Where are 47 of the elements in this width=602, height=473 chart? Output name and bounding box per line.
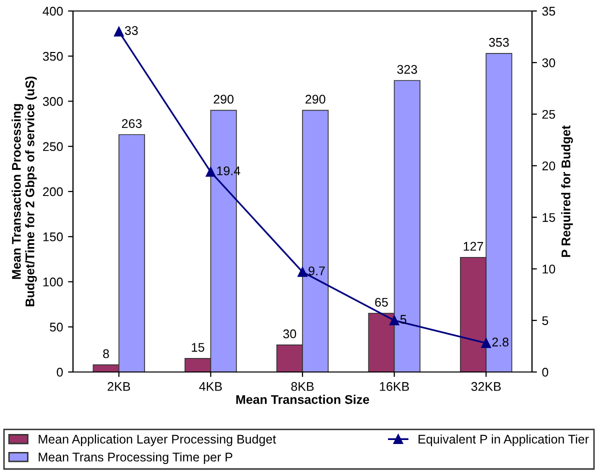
data-label: 8 (103, 349, 109, 358)
data-label: 323 (397, 65, 418, 74)
data-label: 127 (464, 242, 484, 251)
y2-tick-label: 15 (542, 213, 556, 222)
point (206, 167, 216, 177)
x-tick-label: 32KB (471, 382, 501, 391)
data-label: 353 (489, 38, 509, 47)
x-tick-label: 2KB (108, 382, 130, 391)
data-label: 5 (400, 315, 406, 324)
y2-tick-label: 20 (542, 162, 556, 170)
x-axis-title: Mean Transaction Size (236, 394, 370, 404)
y-tick-label: 0 (56, 368, 63, 377)
y-tick-label: 250 (43, 142, 63, 152)
y-tick-label: 100 (43, 278, 63, 286)
point (481, 338, 491, 348)
y-tick-label: 200 (43, 187, 63, 196)
x-tick-label: 8KB (291, 382, 314, 391)
y2-tick-label: 35 (542, 6, 556, 16)
legend-label: Mean Trans Processing Time per P (38, 452, 232, 464)
y-axis-title: Mean Transaction Processing Budget/Time for 2 Gbps of service (uS) (12, 76, 37, 306)
legend-label: Equivalent P in Application Tier (418, 434, 589, 446)
data-label: 33 (124, 26, 138, 35)
y2-tick-label: 30 (542, 58, 556, 68)
data-label: 30 (283, 329, 296, 338)
y2-tick-label: 25 (542, 110, 556, 119)
y2-axis-title: P Required for Budget (561, 125, 573, 257)
y2-tick-label: 0 (542, 368, 548, 377)
y-tick-label: 150 (43, 232, 63, 242)
y-tick-label: 50 (50, 322, 63, 332)
y2-tick-label: 10 (542, 264, 556, 274)
data-label: 15 (192, 343, 204, 352)
data-label: 9.7 (308, 266, 325, 276)
point (389, 316, 400, 326)
y-tick-label: 400 (42, 6, 63, 16)
data-label: 290 (214, 94, 234, 104)
point (114, 26, 124, 36)
data-label: 263 (122, 119, 142, 128)
y2-tick-label: 5 (542, 316, 548, 326)
y-tick-label: 300 (42, 97, 63, 106)
legend-label: Mean Application Layer Processing Budget (38, 434, 276, 446)
point (298, 267, 308, 277)
data-label: 2.8 (492, 338, 508, 346)
data-label: 290 (306, 94, 326, 104)
x-tick-label: 4KB (199, 382, 222, 391)
x-tick-label: 16KB (380, 382, 409, 391)
y-tick-label: 350 (42, 52, 63, 61)
data-label: 65 (375, 298, 388, 307)
